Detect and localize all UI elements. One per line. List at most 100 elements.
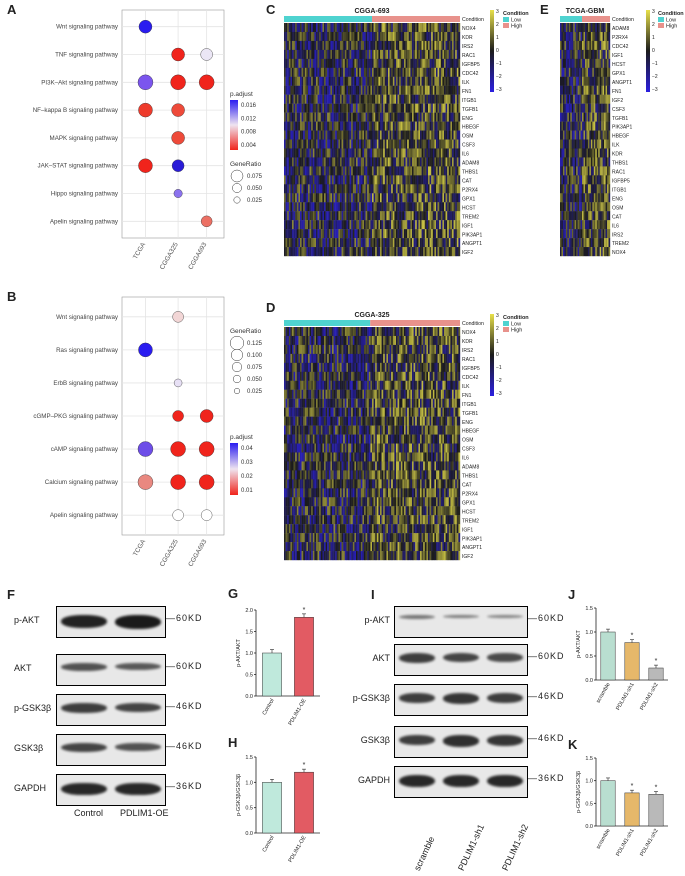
blot-membrane xyxy=(56,606,166,638)
legend-generatio-title: GeneRatio xyxy=(230,328,261,335)
gene-label: CSF3 xyxy=(462,143,475,149)
blot-band xyxy=(61,614,107,628)
enrichment-dot xyxy=(200,48,213,61)
panel-letter-d: D xyxy=(266,300,276,315)
blot-row-label: GSK3β xyxy=(14,743,44,753)
pathway-label: Calcium signaling pathway xyxy=(45,479,119,486)
colorbar-tick: −2 xyxy=(496,378,502,384)
heatmap-title: CGGA-325 xyxy=(354,312,389,319)
gene-label: PIK3AP1 xyxy=(462,232,483,238)
y-tick-label: 0.0 xyxy=(585,824,593,830)
gene-label: ENG xyxy=(462,116,473,122)
gene-label: P2RX4 xyxy=(612,35,628,41)
enrichment-dot xyxy=(170,74,186,90)
blot-kd-marker: —46KD xyxy=(166,701,203,711)
x-tick-label: scramble xyxy=(595,828,611,850)
blot-row-label: AKT xyxy=(14,663,32,673)
gene-label: PIK3AP1 xyxy=(612,125,633,131)
gene-label: THBS1 xyxy=(462,170,478,176)
gene-label: CAT xyxy=(462,179,472,185)
legend-low-swatch xyxy=(658,17,664,22)
gene-label: THBS1 xyxy=(462,474,478,480)
blot-row-label: GSK3β xyxy=(360,735,390,745)
legend-padj-title: p.adjust xyxy=(230,91,253,98)
blot-band xyxy=(61,782,107,796)
enrichment-dot xyxy=(138,102,153,118)
panel-letter-a: A xyxy=(7,2,17,17)
legend-generatio-circle xyxy=(233,387,241,395)
blot-band xyxy=(115,742,161,751)
blot-membrane xyxy=(394,726,528,758)
condition-bar-high xyxy=(372,16,460,22)
enrichment-dot xyxy=(173,189,183,198)
enrichment-dot xyxy=(172,509,184,521)
condition-bar-low xyxy=(284,320,371,326)
x-tick-label: CGGA693 xyxy=(187,538,208,568)
gene-label: IRS2 xyxy=(462,44,473,50)
colorbar-tick: −1 xyxy=(652,61,658,67)
blot-band xyxy=(115,662,161,670)
heatmap-cells xyxy=(560,23,611,257)
panel-letter-j: J xyxy=(568,587,576,602)
pathway-label: Ras signaling pathway xyxy=(56,347,119,354)
y-tick-label: 0.5 xyxy=(585,801,593,807)
gene-label: IGF1 xyxy=(462,527,473,533)
bar-chart-g: 0.0 0.5 1.0 1.5 2.0 p-AKT/AKT Control * PDLIM1-O… xyxy=(236,607,320,727)
heatmap-cells xyxy=(284,327,461,561)
enrichment-dot xyxy=(137,441,154,457)
blot-lane-label: PDLIM1-sh1 xyxy=(456,822,487,873)
western-blot-f: p-AKT —60KD AKT —60KD p-GSK3β —46KD GSK3β —46KD… xyxy=(0,598,225,876)
gene-label: IL6 xyxy=(462,456,469,462)
panel-letter-i: I xyxy=(371,587,375,602)
colorbar-tick: 0 xyxy=(496,352,499,358)
y-tick-label: 1.0 xyxy=(245,780,253,786)
pathway-label: NF–kappa B signaling pathway xyxy=(33,107,119,114)
gene-label: HCST xyxy=(462,205,476,211)
colorbar-tick: −2 xyxy=(496,74,502,80)
blot-kd-marker: —60KD xyxy=(166,613,203,623)
blot-band xyxy=(442,774,480,788)
gene-label: IL6 xyxy=(462,152,469,158)
blot-kd-marker: —60KD xyxy=(166,661,203,671)
enrichment-dot xyxy=(173,378,183,388)
gene-label: ILK xyxy=(462,80,470,86)
legend-low-label: Low xyxy=(511,322,521,328)
gene-label: OSM xyxy=(462,134,473,140)
y-axis-label: p-GSK3β/GSK3β xyxy=(576,771,582,813)
pathway-label: Hippo signaling pathway xyxy=(51,191,119,198)
legend-generatio-title: GeneRatio xyxy=(230,161,261,168)
blot-band xyxy=(486,692,524,703)
blot-band xyxy=(442,614,480,619)
blot-kd-marker: —46KD xyxy=(166,741,203,751)
enrichment-dot xyxy=(138,158,153,173)
x-tick-label: PDLIM1-sh2 xyxy=(639,682,659,711)
colorbar-tick: −1 xyxy=(496,61,502,67)
colorbar-tick: −3 xyxy=(496,391,502,397)
blot-kd-marker: —46KD xyxy=(528,733,565,743)
heatmap-title: CGGA-693 xyxy=(354,8,389,15)
gene-label: IGF2 xyxy=(612,98,623,104)
gene-label: IL6 xyxy=(612,223,619,229)
gene-label: RAC1 xyxy=(462,53,476,59)
colorbar-tick: −3 xyxy=(652,87,658,93)
gene-label: ANGPT1 xyxy=(612,80,632,86)
gene-label: GPX1 xyxy=(462,196,476,202)
bar xyxy=(294,771,314,834)
panel-letter-b: B xyxy=(7,289,17,304)
blot-lane-label: Control xyxy=(74,808,104,818)
expression-colorbar xyxy=(646,10,650,92)
panel-letter-f: F xyxy=(7,587,15,602)
legend-high-label: High xyxy=(511,328,522,334)
bar xyxy=(624,642,640,681)
heatmap-cgga-325: CGGA-325 Condition NOX4 KDR IRS2 RAC1 IGFBP5 CD… xyxy=(284,312,529,561)
x-tick-label: TCGA xyxy=(132,538,147,558)
significance-mark: * xyxy=(303,762,306,769)
legend-generatio-tick: 0.075 xyxy=(247,174,263,180)
bar-chart-k: 0.0 0.5 1.0 1.5 p-GSK3β/GSK3β scramble * PDLIM1… xyxy=(576,756,668,857)
blot-lane-label: PDLIM1-sh2 xyxy=(500,822,531,873)
pathway-label: cAMP signaling pathway xyxy=(51,446,119,453)
blot-kd-marker: —46KD xyxy=(528,691,565,701)
enrichment-dot xyxy=(170,441,186,457)
enrichment-dot xyxy=(198,474,215,490)
y-tick-label: 0.5 xyxy=(245,673,253,679)
